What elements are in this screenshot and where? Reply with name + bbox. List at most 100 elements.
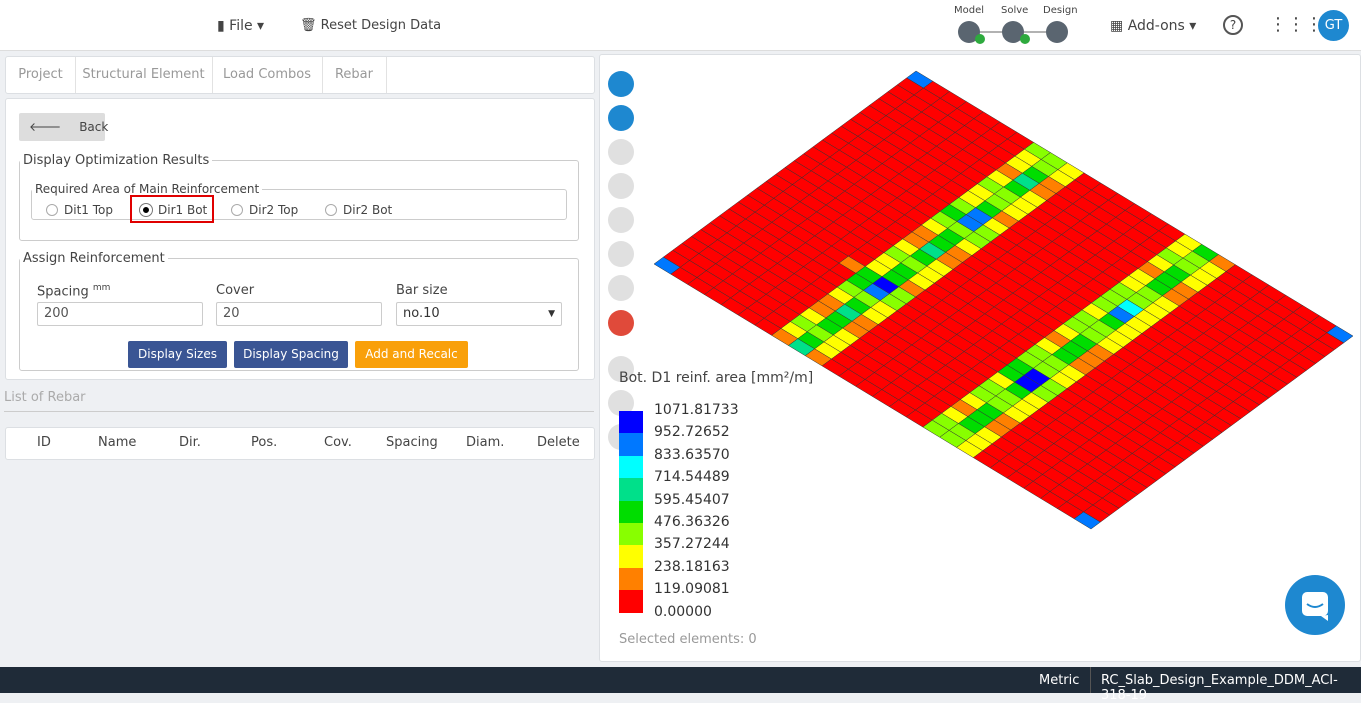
reset-label: Reset Design Data (320, 18, 442, 33)
step-label: Model (954, 5, 985, 16)
legend-swatch (619, 500, 643, 524)
spacing-unit: mm (92, 283, 111, 293)
bar-select[interactable]: no.10 ▼ (396, 302, 562, 326)
slab-mesh (608, 70, 1354, 530)
chat-icon (1302, 592, 1328, 621)
step-label: Solve (1001, 5, 1029, 16)
column-header: Delete (537, 435, 580, 450)
tool-button[interactable] (608, 173, 634, 199)
separator (1090, 667, 1091, 693)
mesh-cell (1073, 511, 1101, 530)
legend-swatch (619, 590, 643, 614)
radio-label: Dit1 Top (64, 203, 113, 217)
field-label: Spacing mm (37, 283, 110, 299)
legend-swatch (619, 433, 643, 457)
addons-label: Add-ons (1127, 18, 1185, 34)
back-label: Back (79, 120, 109, 134)
radio[interactable]: Dir2 Bot (325, 203, 392, 217)
column-header: Cov. (324, 435, 352, 450)
list-title: List of Rebar (4, 390, 86, 405)
tab[interactable]: Structural Element (75, 57, 213, 93)
radio-label: Dir2 Top (249, 203, 299, 217)
tool-button[interactable] (608, 356, 634, 382)
tab[interactable]: Load Combos (212, 57, 323, 93)
field-label: Bar size (396, 283, 448, 298)
legend-label: 595.45407 (654, 491, 730, 508)
legend-label: 476.36326 (654, 514, 730, 530)
column-header: Pos. (251, 435, 278, 450)
avatar[interactable]: GT (1318, 10, 1349, 41)
tool-button[interactable] (608, 71, 634, 97)
legend-label: 0.00000 (654, 603, 712, 620)
back-button[interactable]: 🡐 Back (19, 113, 109, 141)
top-bar: ▮ File ▾ 🗑 Reset Design Data Model Solve… (0, 0, 1361, 51)
legend-title: Bot. D1 reinf. area [mm²/m] (619, 370, 814, 386)
apps-icon[interactable]: ⋮⋮⋮ (1269, 14, 1323, 35)
legend-label: 1071.81733 (654, 402, 739, 418)
column-header: Diam. (466, 435, 505, 450)
help-icon[interactable]: ? (1223, 15, 1243, 35)
legend-swatch (619, 545, 643, 569)
step-label: Design (1043, 5, 1078, 16)
tool-button[interactable] (608, 139, 634, 165)
viewer: Bot. D1 reinf. area [mm²/m] 1071.81733 95… (599, 54, 1361, 662)
settings-panel: 🡐 Back Display Optimization Results Requi… (5, 98, 595, 380)
radio-label: Dir1 Bot (158, 203, 208, 217)
column-header: Spacing (386, 435, 438, 450)
radio[interactable]: Dit1 Top (46, 203, 113, 217)
legend-swatch (619, 411, 643, 434)
button[interactable]: Display Spacing (234, 341, 348, 368)
tool-button[interactable] (608, 241, 634, 267)
file-menu[interactable]: ▮ File ▾ (217, 18, 265, 34)
addons-menu[interactable]: ▦ Add-ons ▾ (1110, 18, 1197, 34)
radio[interactable]: Dir1 Bot (140, 203, 207, 217)
tab[interactable]: Project (6, 57, 76, 93)
group-title: Assign Reinforcement (23, 251, 165, 266)
tab-bar: Project Structural Element Load Combos R… (5, 56, 595, 94)
spacing-label: Spacing (37, 284, 89, 300)
column-header: Name (98, 435, 137, 450)
file-name: RC_Slab_Design_Example_DDM_ACI-318-19 (1101, 673, 1338, 703)
status-bar: Metric RC_Slab_Design_Example_DDM_ACI-31… (0, 667, 1361, 703)
file-label: File (229, 18, 253, 34)
radio[interactable]: Dir2 Top (231, 203, 298, 217)
legend-label: 833.63570 (654, 446, 730, 463)
field-label: Cover (216, 283, 255, 298)
legend-swatch (619, 523, 643, 546)
assign-group: Assign Reinforcement Spacing mm 200 Cove… (19, 251, 579, 371)
workflow-steps (958, 21, 1068, 44)
tool-button[interactable] (608, 207, 634, 233)
tab[interactable]: Rebar (322, 57, 387, 93)
units: Metric (1039, 673, 1080, 688)
legend-label: 952.72652 (654, 424, 730, 441)
group-title: Required Area of Main Reinforcement (35, 182, 260, 196)
legend-label: 119.09081 (654, 581, 730, 598)
legend-swatch (619, 478, 643, 502)
spacing-input[interactable]: 200 (37, 302, 203, 326)
cover-input[interactable]: 20 (216, 302, 382, 326)
tool-button[interactable] (608, 310, 634, 336)
divider (4, 411, 594, 412)
legend-label: 714.54489 (654, 469, 730, 486)
selection-status: Selected elements: 0 (619, 632, 757, 647)
bar-value: no.10 (403, 306, 440, 321)
area-group: Required Area of Main Reinforcement Dit1… (31, 182, 567, 223)
legend-swatch (619, 455, 643, 479)
highlight-box (130, 195, 214, 223)
column-header: Dir. (179, 435, 201, 450)
rebar-table-header: ID Name Dir. Pos. Cov. Spacing Diam. Del… (5, 427, 595, 460)
group-title: Display Optimization Results (23, 153, 210, 168)
chat-button[interactable] (1285, 575, 1345, 635)
tool-button[interactable] (608, 390, 634, 416)
radio-label: Dir2 Bot (343, 203, 393, 217)
tool-button[interactable] (608, 105, 634, 131)
column-header: ID (37, 435, 51, 450)
button[interactable]: Add and Recalc (355, 341, 468, 368)
reset-button[interactable]: 🗑 Reset Design Data (300, 18, 442, 33)
button[interactable]: Display Sizes (128, 341, 227, 368)
legend-label: 357.27244 (654, 536, 730, 553)
legend-swatch (619, 567, 643, 591)
legend-label: 238.18163 (654, 558, 730, 575)
tool-button[interactable] (608, 275, 634, 301)
